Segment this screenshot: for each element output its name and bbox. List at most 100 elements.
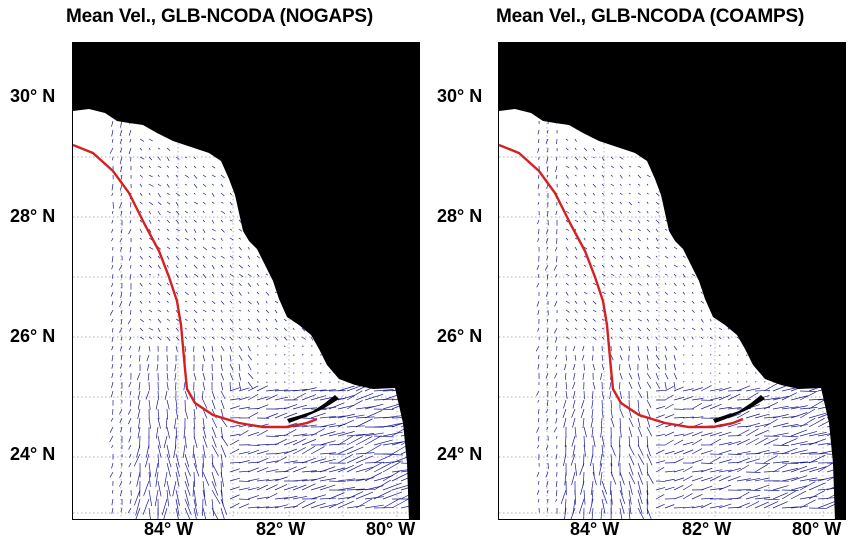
- velocity-arrow: [655, 494, 665, 500]
- velocity-arrow: [172, 480, 177, 497]
- velocity-arrow: [247, 412, 259, 419]
- velocity-arrow: [619, 246, 622, 249]
- velocity-arrow: [537, 354, 540, 360]
- velocity-arrow: [328, 443, 346, 446]
- velocity-arrow: [220, 336, 226, 340]
- velocity-arrow: [553, 426, 558, 433]
- velocity-arrow: [166, 327, 169, 331]
- velocity-arrow: [148, 282, 152, 286]
- velocity-arrow: [763, 455, 778, 464]
- velocity-arrow: [546, 246, 549, 250]
- velocity-arrow: [139, 291, 143, 294]
- velocity-arrow: [129, 210, 132, 215]
- velocity-arrow: [646, 417, 651, 428]
- velocity-arrow: [745, 437, 759, 446]
- velocity-arrow: [619, 291, 623, 296]
- velocity-arrow: [129, 399, 132, 407]
- velocity-arrow: [175, 219, 180, 224]
- velocity-arrow: [700, 327, 704, 331]
- velocity-arrow: [256, 264, 259, 268]
- map-frame[interactable]: [72, 42, 420, 520]
- velocity-arrow: [772, 492, 788, 500]
- velocity-arrow: [202, 336, 206, 340]
- map-canvas[interactable]: [499, 43, 846, 520]
- velocity-arrow: [310, 476, 327, 482]
- velocity-arrow: [673, 458, 684, 464]
- velocity-arrow: [292, 466, 307, 473]
- velocity-arrow: [166, 255, 170, 260]
- velocity-arrow: [763, 498, 780, 501]
- velocity-arrow: [580, 408, 585, 418]
- velocity-arrow: [563, 453, 567, 467]
- velocity-arrow: [664, 255, 669, 259]
- velocity-arrow: [202, 399, 208, 409]
- velocity-arrow: [220, 219, 223, 223]
- velocity-arrow: [238, 309, 242, 312]
- velocity-arrow: [546, 228, 549, 235]
- velocity-arrow: [382, 453, 404, 456]
- velocity-arrow: [565, 210, 570, 214]
- velocity-arrow: [682, 388, 694, 392]
- velocity-arrow: [139, 300, 143, 304]
- velocity-arrow: [600, 417, 603, 428]
- velocity-arrow: [646, 489, 649, 505]
- velocity-arrow: [193, 165, 197, 169]
- velocity-arrow: [202, 453, 204, 468]
- velocity-arrow: [555, 156, 558, 161]
- velocity-arrow: [610, 246, 614, 250]
- velocity-arrow: [554, 327, 558, 334]
- velocity-arrow: [817, 462, 835, 473]
- velocity-arrow: [382, 461, 401, 473]
- velocity-arrow: [139, 246, 143, 251]
- velocity-arrow: [700, 450, 713, 455]
- velocity-arrow: [111, 498, 114, 506]
- velocity-arrow: [754, 484, 770, 491]
- velocity-arrow: [610, 282, 614, 285]
- velocity-arrow: [211, 471, 217, 487]
- velocity-arrow: [238, 387, 250, 392]
- velocity-arrow: [220, 228, 225, 233]
- velocity-arrow: [301, 446, 316, 455]
- velocity-arrow: [238, 396, 250, 401]
- velocity-arrow: [610, 318, 614, 323]
- velocity-arrow: [184, 156, 188, 159]
- velocity-arrow: [637, 417, 641, 428]
- velocity-arrow: [166, 183, 170, 188]
- velocity-arrow: [128, 147, 132, 155]
- velocity-arrow: [572, 390, 576, 399]
- velocity-arrow: [129, 390, 132, 396]
- velocity-arrow: [166, 246, 171, 250]
- velocity-arrow: [174, 363, 177, 371]
- velocity-arrow: [301, 439, 317, 446]
- velocity-arrow: [664, 246, 668, 250]
- velocity-arrow: [546, 480, 549, 487]
- velocity-arrow: [319, 423, 336, 428]
- velocity-arrow: [301, 483, 316, 491]
- map-canvas[interactable]: [73, 43, 420, 520]
- velocity-arrow: [562, 408, 567, 418]
- velocity-arrow: [139, 228, 143, 233]
- velocity-arrow: [202, 183, 207, 187]
- velocity-arrow: [736, 502, 751, 509]
- map-frame[interactable]: [498, 42, 846, 520]
- velocity-arrow: [574, 183, 578, 188]
- lat-label-26n: 26° N: [10, 326, 56, 346]
- velocity-arrow: [175, 228, 180, 232]
- velocity-arrow: [545, 237, 549, 244]
- velocity-arrow: [592, 174, 595, 177]
- velocity-arrow: [554, 372, 558, 379]
- velocity-arrow: [646, 300, 650, 303]
- velocity-arrow: [220, 291, 225, 294]
- velocity-arrow: [120, 390, 123, 395]
- velocity-arrow: [211, 255, 217, 259]
- velocity-arrow: [128, 255, 132, 261]
- velocity-arrow: [265, 327, 269, 331]
- velocity-arrow: [157, 444, 162, 458]
- velocity-arrow: [256, 385, 269, 392]
- velocity-arrow: [547, 210, 549, 217]
- velocity-arrow: [337, 385, 355, 392]
- velocity-arrow: [148, 210, 152, 215]
- velocity-arrow: [139, 327, 144, 332]
- velocity-arrow: [754, 463, 769, 473]
- velocity-arrow: [655, 414, 665, 419]
